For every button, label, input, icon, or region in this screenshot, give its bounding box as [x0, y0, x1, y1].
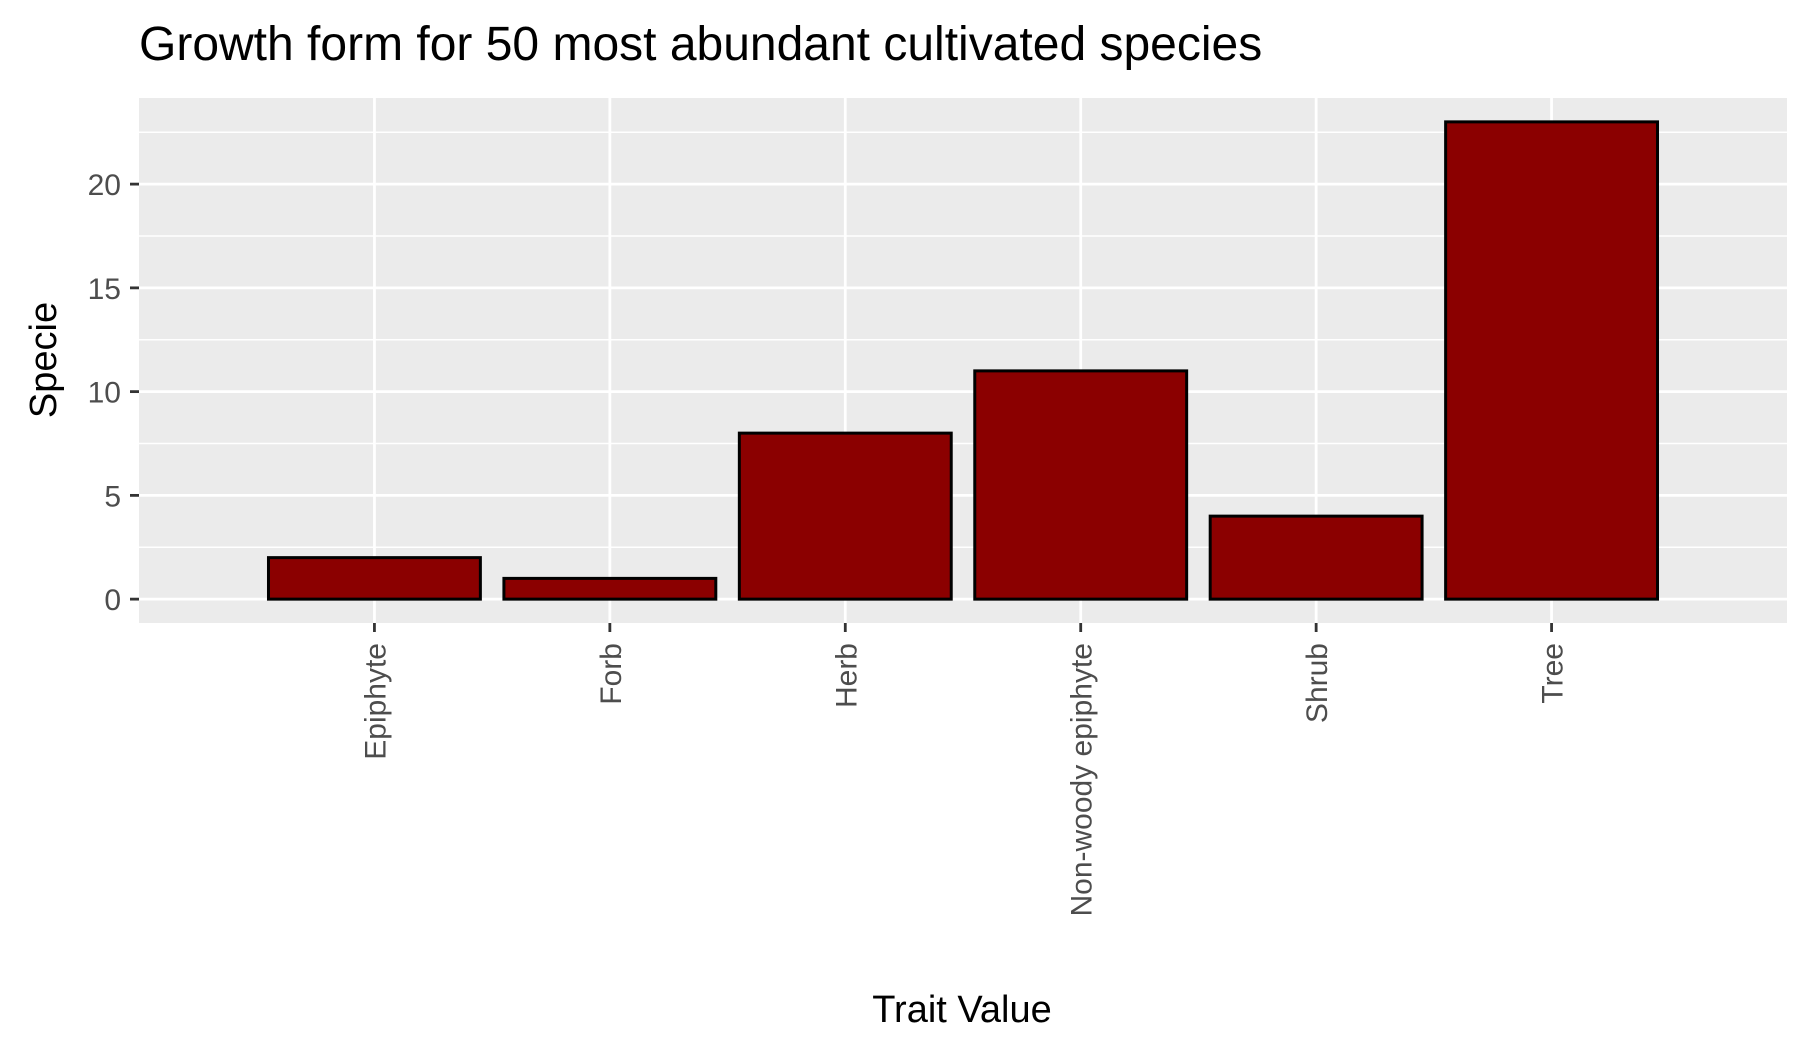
- bars: [266, 120, 1660, 601]
- y-tick-label: 15: [88, 273, 121, 306]
- y-axis: 0 5 10 15 20: [88, 169, 139, 617]
- bar: [1208, 514, 1424, 601]
- y-tick-label: 0: [104, 584, 121, 617]
- y-tick-label: 10: [88, 377, 121, 410]
- y-tick-label: 20: [88, 169, 121, 202]
- x-tick-label: Shrub: [1301, 643, 1334, 723]
- bar: [973, 369, 1189, 601]
- x-tick-label: Non-woody epiphyte: [1066, 643, 1099, 917]
- y-axis-title: Specie: [23, 302, 65, 418]
- bar: [266, 556, 482, 601]
- chart-title: Growth form for 50 most abundant cultiva…: [139, 18, 1262, 71]
- y-tick-label: 5: [104, 480, 121, 513]
- x-tick-label: Epiphyte: [359, 643, 392, 760]
- x-tick-label: Tree: [1537, 643, 1570, 704]
- x-tick-label: Herb: [830, 643, 863, 708]
- x-axis: Epiphyte Forb Herb Non-woody epiphyte Shrub T…: [359, 623, 1570, 917]
- bar: [1444, 120, 1660, 601]
- bar: [502, 576, 718, 601]
- x-tick-label: Forb: [595, 643, 628, 705]
- bar: [737, 431, 953, 601]
- x-axis-title: Trait Value: [872, 989, 1052, 1031]
